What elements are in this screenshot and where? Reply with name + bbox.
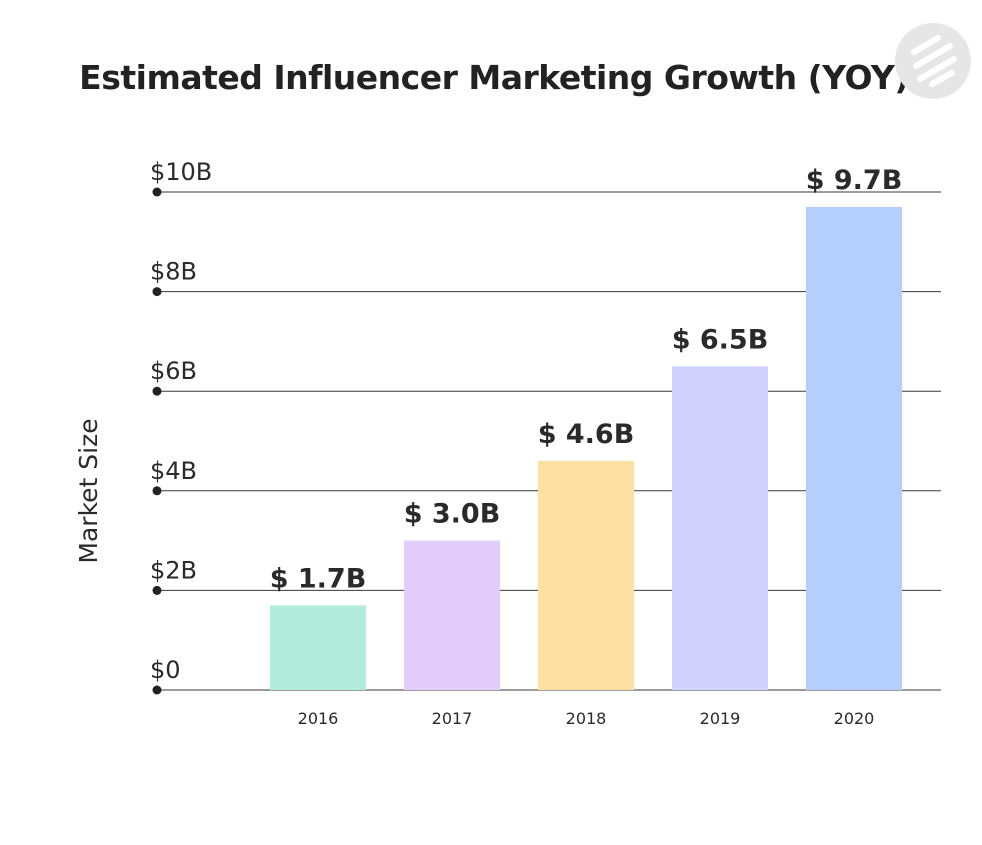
y-tick-label: $8B xyxy=(150,258,197,286)
x-tick-label: 2018 xyxy=(566,709,607,728)
bar-2018 xyxy=(538,460,634,690)
gridline-dot xyxy=(152,187,162,197)
bar-2020 xyxy=(806,206,902,690)
data-label: $ 9.7B xyxy=(806,165,903,196)
gridline-dot xyxy=(152,386,162,396)
x-tick-label: 2019 xyxy=(700,709,741,728)
x-tick-label: 2017 xyxy=(432,709,473,728)
gridline-dot xyxy=(152,287,162,297)
data-label: $ 6.5B xyxy=(672,324,769,355)
bar-2019 xyxy=(672,366,768,690)
x-tick-label: 2020 xyxy=(834,709,875,728)
bar-2017 xyxy=(404,540,500,690)
y-tick-label: $10B xyxy=(150,158,212,186)
bar-2016 xyxy=(270,605,366,690)
gridline-dot xyxy=(152,585,162,595)
y-tick-label: $2B xyxy=(150,556,197,584)
gridline-dot xyxy=(152,685,162,695)
data-label: $ 4.6B xyxy=(538,419,635,450)
y-tick-label: $4B xyxy=(150,457,197,485)
gridline-dot xyxy=(152,486,162,496)
y-tick-label: $0 xyxy=(150,656,181,684)
labels: $0 $2B $4B $6B $8B $10B $ 1.7B 2016 $ 3.0B 2017 $ … xyxy=(150,158,902,728)
brand-logo-icon xyxy=(895,23,971,99)
y-axis-title: Market Size xyxy=(74,418,103,563)
x-tick-label: 2016 xyxy=(298,709,339,728)
data-label: $ 1.7B xyxy=(270,563,367,594)
bars xyxy=(270,206,902,690)
data-label: $ 3.0B xyxy=(404,499,501,530)
y-tick-label: $6B xyxy=(150,357,197,385)
chart-title: Estimated Influencer Marketing Growth (Y… xyxy=(79,58,909,97)
